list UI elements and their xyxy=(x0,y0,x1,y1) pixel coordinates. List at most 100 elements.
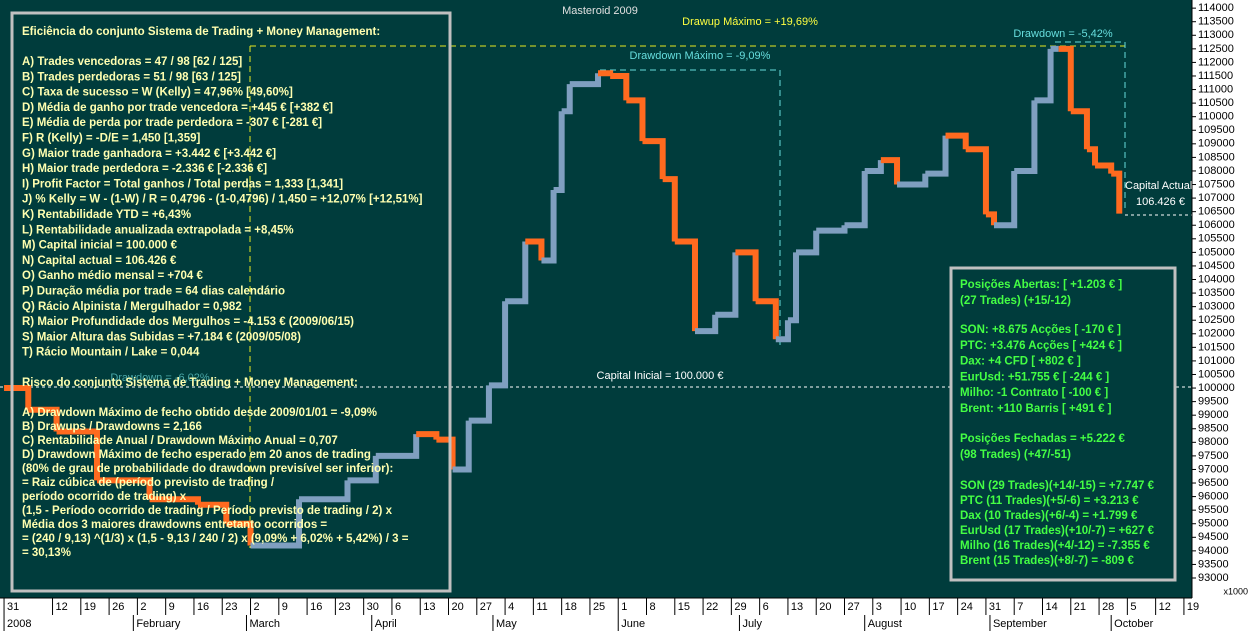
y-axis-strip xyxy=(1192,0,1250,631)
text-line: T) Rácio Mountain / Lake = 0,044 xyxy=(22,347,200,359)
curve-step xyxy=(56,428,100,481)
text-line: (80% de grau de probabilidade do drawdow… xyxy=(22,463,393,475)
x-tick-label: 9 xyxy=(282,601,288,613)
curve-step xyxy=(755,298,779,340)
text-line: Risco do conjunto Sistema de Trading + M… xyxy=(22,377,358,389)
text-line: G) Maior trade ganhadora = +3.442 € [+3.… xyxy=(22,148,276,160)
text-line: E) Média de perda por trade perdedora = … xyxy=(22,117,322,129)
curve-step xyxy=(864,160,884,174)
y-tick-label: 108500 xyxy=(1198,151,1235,163)
curve-step xyxy=(694,314,719,335)
text-line: H) Maior trade perdedora = -2.336 € [-2.… xyxy=(22,163,267,175)
text-line: Posições Abertas: [ +1.203 € ] xyxy=(960,279,1122,291)
x-month-label: 2008 xyxy=(7,618,31,630)
x-tick-label: 26 xyxy=(112,601,124,613)
curve-step xyxy=(1070,108,1090,150)
y-tick-label: 113000 xyxy=(1198,29,1234,41)
y-tick-label: 95000 xyxy=(1198,518,1229,530)
text-line: (27 Trades) (+15/-12) xyxy=(960,295,1071,307)
curve-step xyxy=(985,211,998,226)
curve-step xyxy=(561,84,573,115)
curve-step xyxy=(250,499,303,549)
annotation: Capital Actual xyxy=(1125,180,1192,192)
annotation: Drawdown = -5,42% xyxy=(1013,28,1113,40)
text-line: Brent: +110 Barris [ +491 € ] xyxy=(960,403,1112,415)
y-tick-label: 97000 xyxy=(1198,463,1229,475)
annotation: 106.426 € xyxy=(1136,196,1185,208)
x-tick-label: 4 xyxy=(508,601,514,613)
x-tick-label: 15 xyxy=(678,601,690,613)
text-line: M) Capital inicial = 100.000 € xyxy=(22,240,178,252)
x-month-label: June xyxy=(621,618,645,630)
x-month-label: September xyxy=(993,618,1047,630)
text-box xyxy=(949,266,1177,582)
curve-step xyxy=(226,520,254,546)
y-tick-label: 102500 xyxy=(1198,314,1235,326)
x-tick-label: 22 xyxy=(706,601,718,613)
text-line: Posições Fechadas = +5.222 € xyxy=(960,433,1126,445)
x-tick-label: 17 xyxy=(932,601,944,613)
y-tick-label: 102000 xyxy=(1198,328,1235,340)
equity-curve xyxy=(4,45,1123,549)
y-tick-label: 96500 xyxy=(1198,477,1229,489)
x-tick-label: 27 xyxy=(480,601,492,613)
y-tick-label: 98000 xyxy=(1198,436,1229,448)
text-line: D) Drawdown Máximo de fecho esperado em … xyxy=(22,449,371,461)
y-tick-label: 112000 xyxy=(1198,56,1234,68)
curve-step xyxy=(1058,45,1074,112)
x-tick-label: 24 xyxy=(961,601,973,613)
annotation: Drawup Máximo = +19,69% xyxy=(682,16,818,28)
y-tick-label: 99500 xyxy=(1198,396,1229,408)
curve-step xyxy=(1086,146,1099,166)
y-tick-label: 103000 xyxy=(1198,301,1235,313)
annotation: Capital Inicial = 100.000 € xyxy=(597,370,724,382)
curve-step xyxy=(897,173,929,188)
curve-step xyxy=(880,157,901,185)
x-month-label: February xyxy=(136,618,181,630)
text-line: (98 Trades) (+47/-51) xyxy=(960,449,1071,461)
y-tick-label: 100000 xyxy=(1198,382,1235,394)
text-line: B) Trades perdedoras = 51 / 98 [63 / 125… xyxy=(22,71,241,83)
text-line: = Raiz cúbica de (período previsto de tr… xyxy=(22,477,275,489)
x-tick-label: 11 xyxy=(536,601,547,613)
annotation-lines xyxy=(0,41,1215,548)
curve-step xyxy=(662,176,678,242)
y-tick-label: 105500 xyxy=(1198,233,1235,245)
text-line: Milho (16 Trades)(+4/-12) = -7.355 € xyxy=(960,540,1150,552)
x-tick-label: 10 xyxy=(904,601,916,613)
text-line: SON: +8.675 Acções [ -170 € ] xyxy=(960,324,1121,336)
text-line: Q) Rácio Alpinista / Mergulhador = 0,982 xyxy=(22,301,242,313)
annotation: Drawdown Máximo = -9,09% xyxy=(630,50,771,62)
text-boxes: Eficiência do conjunto Sistema de Tradin… xyxy=(22,26,1155,567)
curve-step xyxy=(965,146,989,215)
x-tick-label: 13 xyxy=(423,601,435,613)
text-line: Milho: -1 Contrato [ -100 € ] xyxy=(960,387,1108,399)
x-tick-label: 6 xyxy=(763,601,769,613)
text-line: B) Drawups / Drawdowns = 2,166 xyxy=(22,421,202,433)
x-tick-label: 5 xyxy=(1130,601,1136,613)
x-tick-label: 2 xyxy=(254,601,260,613)
text-line: SON (29 Trades)(+14/-15) = +7.747 € xyxy=(960,480,1155,492)
text-line: F) R (Kelly) = -D/E = 1,450 [1,359] xyxy=(22,133,200,145)
text-line: R) Maior Profundidade dos Mergulhos = -4… xyxy=(22,316,354,328)
text-line: S) Maior Altura das Subidas = +7.184 € (… xyxy=(22,331,301,343)
text-line: N) Capital actual = 106.426 € xyxy=(22,255,177,267)
text-line: período ocorrido de trading) x xyxy=(22,491,187,503)
curve-step xyxy=(299,480,351,503)
y-tick-label: 97500 xyxy=(1198,450,1229,462)
curve-step xyxy=(925,135,949,177)
x-tick-label: 27 xyxy=(848,601,860,613)
curve-step xyxy=(541,189,557,264)
x-tick-label: 6 xyxy=(395,601,401,613)
y-tick-label: 94500 xyxy=(1198,531,1229,543)
x-tick-label: 12 xyxy=(56,601,68,613)
curve-step xyxy=(787,252,800,324)
x-tick-label: 21 xyxy=(1074,601,1086,613)
curve-step xyxy=(96,477,153,500)
y-tick-label: 99000 xyxy=(1198,409,1229,421)
x-tick-label: 2 xyxy=(140,601,146,613)
text-line: C) Taxa de sucesso = W (Kelly) = 47,96% … xyxy=(22,87,293,99)
y-tick-label: 108000 xyxy=(1198,165,1235,177)
curve-step xyxy=(796,230,820,256)
curve-step xyxy=(735,249,759,302)
